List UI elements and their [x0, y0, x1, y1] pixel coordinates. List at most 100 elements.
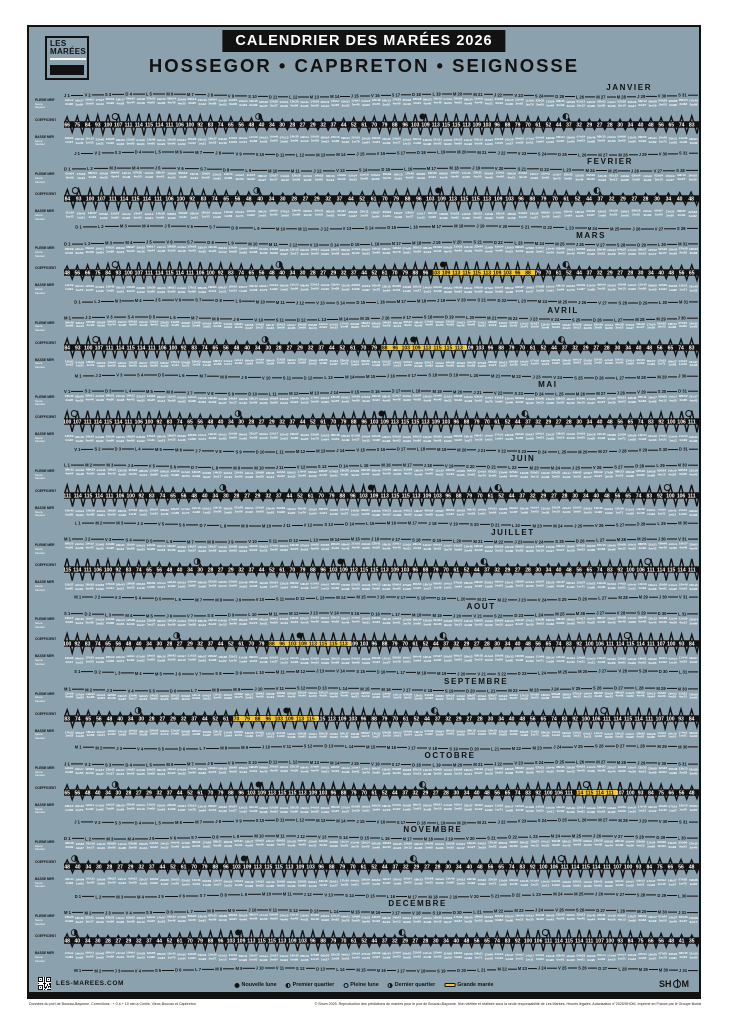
high-tide-cell: 02h47 3m10 — [265, 323, 275, 331]
high-tide-cell: 01h31 3m46 — [361, 916, 371, 924]
svg-text:52: 52 — [359, 197, 365, 203]
axis-high-label: PLEINE MER — [35, 468, 55, 473]
low-tide-cell: 13h22 1m15 — [238, 806, 248, 814]
low-tide-cell: 16h28 0m96 — [85, 583, 94, 591]
high-tide-cell: 11h54 3m98 — [149, 469, 159, 477]
day-label: D 6 — [179, 745, 200, 752]
day-label: D 15 — [381, 166, 404, 173]
svg-text:115: 115 — [460, 197, 468, 203]
day-label: D 27 — [614, 684, 635, 691]
low-tide-cell: 19h06 1m51 — [484, 434, 494, 442]
low-tide-cell: 19h46 1m82 — [208, 432, 217, 440]
low-tide-cell: 15h39 1m06 — [507, 212, 516, 220]
high-tide-cell: 23h40 4m19 — [445, 469, 455, 476]
low-tide-cell: 04h28 0m95 — [646, 732, 656, 740]
svg-text:96: 96 — [223, 864, 229, 870]
low-tide-cell: 01h49 0m98 — [244, 880, 254, 888]
day-label: J 18 — [424, 462, 445, 469]
low-tide-cell: 15h46 0m90 — [392, 510, 402, 517]
day-label: M 1 — [74, 967, 94, 974]
day-label: L 28 — [637, 742, 658, 749]
low-tide-cell: 16h55 1m02 — [617, 805, 627, 813]
high-tide-cell: 08h40 4m40 — [413, 320, 423, 328]
day-label: J 24 — [535, 907, 555, 914]
high-tide-cell: 01h19 3m17 — [86, 842, 95, 850]
axis-low-label: BASSE MER — [35, 505, 54, 510]
svg-text:113: 113 — [268, 790, 276, 796]
svg-text:30: 30 — [157, 642, 163, 648]
high-tide-row: 04h12 3m68 16h37 3m84 05h02 3m99 17h27 4m13 05h5… — [64, 98, 699, 112]
svg-text:61: 61 — [403, 716, 409, 722]
day-label: M 5 — [155, 446, 175, 453]
high-tide-cell: 13h51 3m22 — [435, 694, 444, 702]
svg-text:30: 30 — [300, 271, 306, 277]
svg-text:52: 52 — [228, 642, 234, 648]
low-tide-cell: 23h58 1m76 — [310, 433, 320, 440]
first-quarter-icon — [521, 409, 529, 417]
low-tide-cell: 22h40 2m06 — [433, 951, 442, 959]
high-tide-cell: 21h17 4m43 — [689, 395, 698, 402]
day-label: J 15 — [351, 93, 371, 100]
low-tide-cell: 21h37 2m08 — [545, 433, 555, 440]
day-label: L 4 — [135, 445, 155, 452]
high-tide-cell: 15h21 3m22 — [586, 249, 596, 257]
low-tide-cell: 11h34 1m87 — [287, 507, 296, 515]
high-tide-cell: 17h38 4m06 — [392, 98, 401, 106]
day-label: M 9 — [241, 743, 262, 750]
low-tide-cell: 00h30 1m02 — [115, 138, 125, 146]
high-tide-cell: 13h04 3m33 — [382, 841, 392, 849]
svg-text:92: 92 — [657, 493, 663, 499]
low-tide-cell: 20h51 1m96 — [484, 581, 494, 589]
axis-labels: PLEINE MER heure hauteur COEFFICIENT BASSE… — [35, 246, 57, 295]
svg-text:52: 52 — [213, 716, 219, 722]
low-tide-cell: 17h38 1m15 — [310, 953, 320, 961]
svg-text:79: 79 — [340, 864, 346, 870]
low-tide-cell: 16h48 0m98 — [289, 954, 299, 962]
day-label: D 4 — [135, 149, 155, 156]
svg-text:96: 96 — [402, 122, 408, 128]
svg-text:56: 56 — [617, 419, 623, 425]
day-label: M 29 — [639, 966, 659, 973]
high-tide-cell: 09h52 4m48 — [596, 765, 606, 773]
high-tide-cell: 04h33 3m13 — [238, 546, 248, 553]
day-label: V 6 — [187, 223, 209, 230]
day-label: J 4 — [127, 462, 148, 469]
svg-text:114: 114 — [143, 197, 151, 203]
low-tide-cell: 19h48 1m82 — [191, 507, 201, 514]
high-tide-cell: 11h58 3m68 — [105, 618, 115, 626]
legend: Nouvelle lune Premier quartier Pleine lune… — [234, 982, 493, 988]
high-tide-cell: 12h10 3m76 — [392, 693, 402, 701]
high-tide-cell: 08h09 4m35 — [593, 691, 603, 699]
svg-text:34: 34 — [464, 790, 470, 796]
low-tide-cell: 18h52 1m33 — [228, 285, 238, 293]
high-tide-cell: 21h23 4m50 — [627, 617, 637, 625]
svg-text:37: 37 — [337, 197, 343, 203]
day-label: S 25 — [572, 316, 593, 323]
high-tide-row: 05h04 3m99 17h29 4m13 05h54 4m26 18h19 4m36 06h4… — [64, 172, 699, 186]
high-tide-cell: 09h43 4m40 — [297, 839, 307, 847]
high-tide-cell: 01h04 3m83 — [238, 247, 248, 255]
low-tide-cell: 02h51 0m91 — [572, 880, 582, 888]
svg-text:113: 113 — [423, 345, 431, 351]
day-label: M 20 — [457, 819, 477, 826]
high-tide-cell: 01h02 3m10 — [280, 175, 290, 183]
low-tide-cell: 14h04 1m15 — [361, 435, 371, 443]
high-tide-cell: 00h37 3m60 — [371, 767, 381, 774]
svg-text:115: 115 — [264, 864, 272, 870]
svg-text:27: 27 — [467, 716, 473, 722]
svg-text:96: 96 — [413, 568, 419, 574]
day-label: M 23 — [529, 464, 550, 471]
day-label: M 29 — [656, 684, 677, 691]
svg-text:115: 115 — [462, 271, 470, 277]
svg-text:27: 27 — [287, 345, 293, 351]
high-tide-cell: 14h36 3m10 — [95, 917, 105, 925]
svg-text:37: 37 — [402, 790, 408, 796]
low-tide-cell: 00h55 1m27 — [255, 731, 265, 738]
svg-text:29: 29 — [126, 938, 132, 944]
day-label: M 16 — [387, 743, 408, 750]
day-label: M 27 — [596, 94, 616, 101]
svg-text:34: 34 — [625, 345, 631, 351]
low-tide-cell: 16h49 0m91 — [678, 583, 688, 591]
high-tide-cell: 19h39 4m19 — [218, 914, 228, 922]
day-label: S 19 — [445, 687, 466, 694]
